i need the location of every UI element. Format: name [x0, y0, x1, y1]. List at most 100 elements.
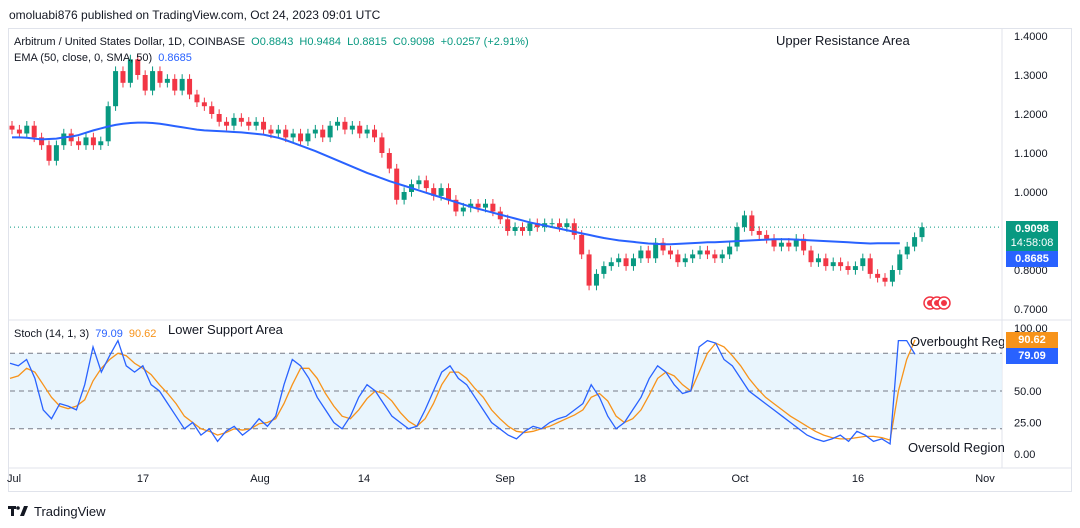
candle-body [867, 258, 873, 274]
candle-body [838, 262, 844, 267]
stoch-k-value: 79.09 [95, 328, 123, 340]
candle-body [61, 133, 67, 146]
time-axis-tick-label: 17 [137, 473, 149, 485]
candle-body [164, 78, 170, 83]
top-bar: omoluabi876 published on TradingView.com… [0, 0, 1080, 28]
candle-body [335, 121, 341, 126]
candle-body [845, 266, 851, 270]
candle-body [786, 242, 792, 247]
candle-body [475, 203, 481, 208]
candle-body [327, 125, 333, 138]
candle-body [534, 223, 540, 228]
candle-body [460, 207, 466, 212]
candle-body [120, 71, 126, 83]
candle-body [53, 145, 59, 161]
stoch-axis-tick-label: 50.00 [1014, 386, 1042, 398]
candle-body [231, 117, 237, 126]
candle-body [268, 129, 274, 134]
candle-body [593, 273, 599, 286]
candle-body [675, 254, 681, 263]
candle-body [342, 121, 348, 130]
footer-brand: TradingView [34, 503, 106, 519]
candle-body [667, 250, 673, 255]
stoch-d-line [9, 339, 916, 441]
candle-body [298, 133, 304, 142]
event-flag-dot [941, 300, 947, 306]
candle-body [697, 250, 703, 255]
candle-body [216, 114, 222, 122]
price-axis-tick-label: 1.4000 [1014, 31, 1048, 43]
symbol-title: Arbitrum / United States Dollar, 1D, COI… [14, 36, 246, 48]
candle-body [224, 121, 230, 126]
time-axis-tick-label: 14 [358, 473, 370, 485]
candle-body [90, 137, 96, 146]
time-axis-tick-label: 18 [634, 473, 646, 485]
candle-body [98, 141, 104, 146]
candle-body [749, 215, 755, 231]
candle-body [527, 223, 533, 231]
ema-value: 0.8685 [158, 52, 192, 64]
candle-body [919, 227, 925, 238]
candle-body [682, 258, 688, 263]
candle-body [172, 78, 178, 91]
price-axis-tick-label: 0.7000 [1014, 304, 1048, 316]
candle-body [653, 242, 659, 259]
candle-body [556, 223, 562, 228]
ohlc-close: C0.9098 [392, 36, 435, 48]
candle-body [645, 250, 651, 259]
candle-body [623, 258, 629, 267]
candle-body [616, 258, 622, 263]
candle-body [105, 106, 111, 142]
candle-body [83, 137, 89, 146]
candle-body [261, 121, 267, 130]
candle-body [571, 223, 577, 235]
overbought-label: Overbought Region [910, 334, 1004, 349]
price-legend: Arbitrum / United States Dollar, 1D, COI… [14, 36, 532, 48]
candle-body [468, 203, 474, 208]
candle-body [512, 227, 518, 231]
candle-body [764, 234, 770, 239]
candle-body [549, 223, 555, 225]
last-price-tag: 0.9098 [1006, 221, 1058, 237]
candle-body [431, 188, 437, 196]
candle-body [889, 270, 895, 282]
candle-body [372, 129, 378, 138]
price-axis-tick-label: 1.2000 [1014, 109, 1048, 121]
candle-body [579, 234, 585, 255]
candle-body [801, 238, 807, 251]
candle-body [275, 129, 281, 134]
candle-body [401, 192, 407, 200]
footer: TradingView [8, 500, 106, 522]
time-axis-tick-label: Nov [975, 473, 995, 485]
candle-body [875, 273, 881, 278]
candle-body [127, 59, 133, 83]
candle-body [179, 78, 185, 91]
candle-body [150, 71, 156, 91]
candle-body [423, 180, 429, 189]
candle-body [741, 215, 747, 228]
candle-body [157, 71, 163, 83]
time-axis-tick-label: Aug [250, 473, 270, 485]
ohlc-low: L0.8815 [347, 36, 387, 48]
candle-body [897, 254, 903, 270]
candle-body [16, 129, 22, 134]
candle-body [39, 137, 45, 146]
candle-body [778, 242, 784, 247]
time-axis-tick-label: Sep [495, 473, 515, 485]
chart-frame[interactable] [8, 28, 1072, 492]
ohlc-high: H0.9484 [299, 36, 342, 48]
candle-body [852, 266, 858, 270]
upper-resistance-label: Upper Resistance Area [776, 33, 910, 48]
candle-body [564, 223, 570, 228]
candle-body [756, 231, 762, 235]
candle-body [771, 238, 777, 247]
candle-body [349, 125, 355, 130]
candle-body [704, 250, 710, 255]
stoch-k-line [9, 338, 916, 446]
candle-body [912, 237, 918, 247]
candle-body [135, 59, 141, 75]
candle-body [438, 188, 444, 196]
time-axis-tick-label: Jul [7, 473, 21, 485]
candle-body [379, 137, 385, 153]
